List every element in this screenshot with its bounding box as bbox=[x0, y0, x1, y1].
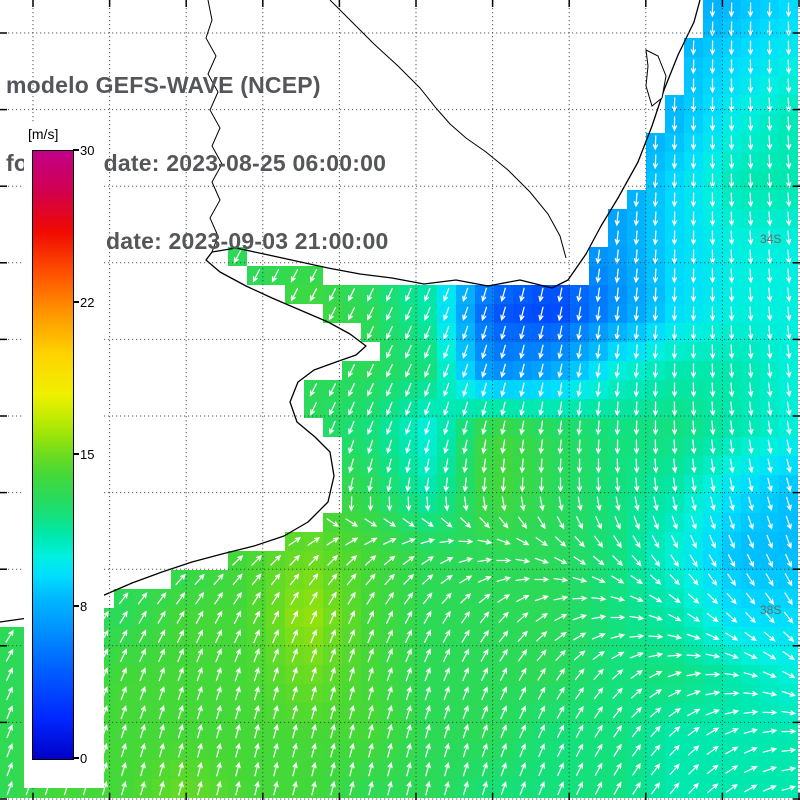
colorbar-tick-label: 15 bbox=[80, 447, 95, 462]
colorbar-gradient bbox=[32, 150, 74, 760]
colorbar-tick-label: 0 bbox=[80, 751, 88, 766]
coastal-lagoon bbox=[645, 49, 667, 107]
colorbar-tick bbox=[73, 453, 79, 455]
colorbar-unit-label: [m/s] bbox=[28, 126, 59, 142]
colorbar-tick bbox=[73, 301, 79, 303]
model-title: modelo GEFS-WAVE (NCEP) bbox=[6, 72, 321, 98]
colorbar-tick bbox=[73, 757, 79, 759]
inland-border bbox=[329, 0, 567, 259]
colorbar-tick bbox=[73, 149, 79, 151]
colorbar-tick-label: 8 bbox=[80, 599, 88, 614]
latitude-label: 34S bbox=[760, 232, 781, 246]
inland-border bbox=[205, 0, 223, 253]
colorbar-tick bbox=[73, 605, 79, 607]
colorbar-tick-label: 30 bbox=[80, 143, 95, 158]
latitude-label: 38S bbox=[760, 603, 781, 617]
colorbar: [m/s] 30 22 15 8 0 bbox=[24, 124, 104, 788]
edge-labels: 34S 38S bbox=[760, 232, 781, 617]
colorbar-tick-label: 22 bbox=[80, 295, 95, 310]
